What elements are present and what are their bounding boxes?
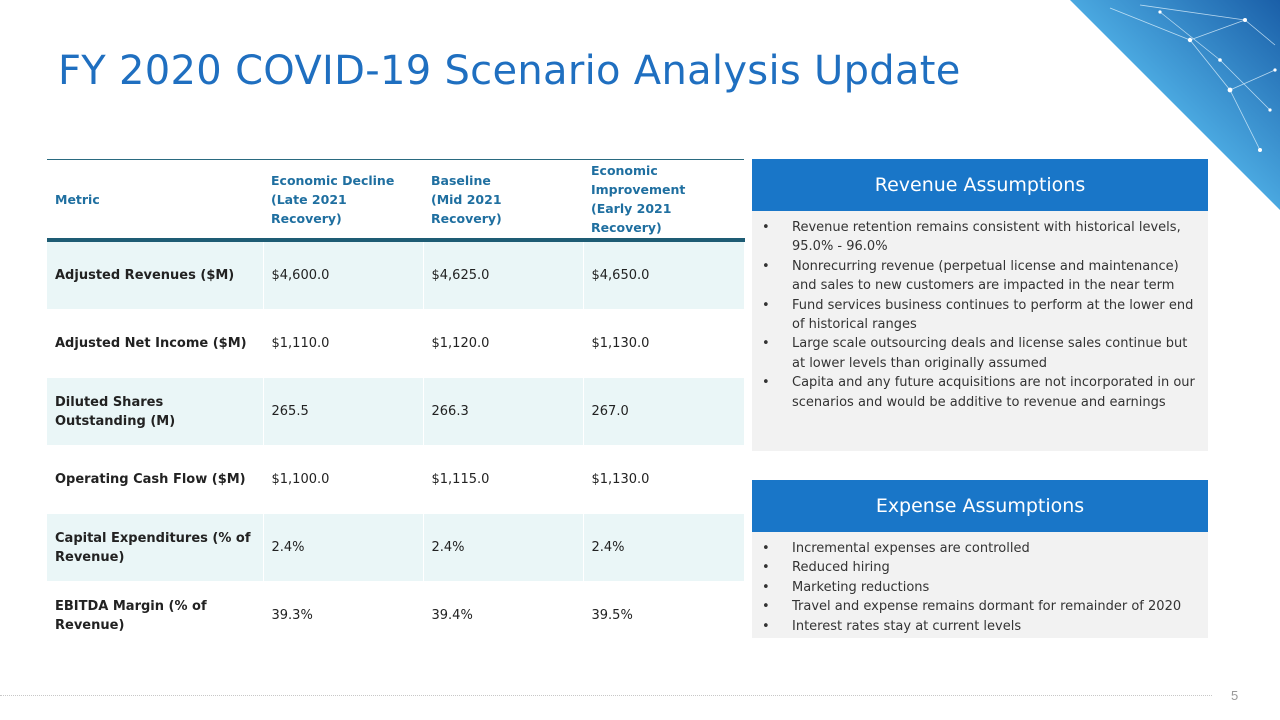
bullet-icon: • (762, 220, 770, 235)
value-cell: 267.0 (583, 377, 745, 446)
bullet-icon: • (762, 336, 770, 352)
list-item: • Revenue retention remains consistent wi… (762, 218, 1198, 257)
list-item: • Nonrecurring revenue (perpetual license… (762, 257, 1198, 296)
value-cell: $1,115.0 (423, 445, 584, 514)
column-header-baseline: Baseline (Mid 2021 Recovery) (423, 159, 583, 242)
scenario-table: Metric Economic Decline (Late 2021 Recov… (47, 159, 745, 650)
bullet-text: Incremental expenses are controlled (792, 541, 1030, 556)
value-cell: 39.3% (263, 581, 424, 650)
list-item: • Reduced hiring (762, 558, 1198, 577)
list-item: • Incremental expenses are controlled (762, 539, 1198, 558)
column-header-economic-decline: Economic Decline (Late 2021 Recovery) (263, 159, 423, 242)
expense-assumptions-title: Expense Assumptions (752, 480, 1208, 532)
bullet-text: Reduced hiring (792, 560, 890, 576)
bullet-text: Fund services business continues to perf… (792, 297, 1194, 333)
list-item: • Marketing reductions (762, 578, 1198, 597)
column-header-metric: Metric (47, 159, 263, 242)
bullet-text: Nonrecurring revenue (perpetual license … (792, 258, 1179, 294)
list-item: • Travel and expense remains dormant for … (762, 597, 1198, 616)
value-cell: 266.3 (423, 377, 584, 446)
bullet-icon: • (762, 258, 770, 274)
column-header-economic-improvement: Economic Improvement (Early 2021 Recover… (583, 159, 744, 242)
value-cell: $4,625.0 (423, 240, 584, 310)
revenue-assumptions-list: • Revenue retention remains consistent wi… (752, 211, 1208, 420)
bullet-text: Capita and any future acquisitions are n… (792, 375, 1195, 410)
list-item: • Large scale outsourcing deals and licen… (762, 334, 1198, 373)
table-header-row: Metric Economic Decline (Late 2021 Recov… (47, 159, 744, 242)
value-cell: 2.4% (423, 513, 584, 582)
value-cell: $1,130.0 (583, 445, 745, 514)
value-cell: 265.5 (263, 377, 424, 446)
bullet-text: Interest rates stay at current levels (792, 618, 1022, 634)
value-cell: $1,100.0 (263, 445, 424, 514)
value-cell: $4,600.0 (263, 240, 424, 310)
metric-cell: Adjusted Revenues ($M) (47, 240, 264, 310)
bullet-icon: • (762, 541, 770, 556)
metric-cell: Diluted Shares Outstanding (M) (47, 377, 264, 446)
expense-assumptions-list: • Incremental expenses are controlled • Re… (752, 532, 1208, 644)
bullet-text: Revenue retention remains consistent wit… (792, 220, 1181, 255)
metric-cell: EBITDA Margin (% of Revenue) (47, 581, 264, 650)
page-number: 5 (1231, 688, 1239, 703)
footer-divider (0, 695, 1212, 696)
value-cell: $1,130.0 (583, 309, 745, 378)
table-row: Diluted Shares Outstanding (M) 265.5 266… (47, 377, 745, 446)
metric-cell: Adjusted Net Income ($M) (47, 309, 264, 378)
value-cell: 39.5% (583, 581, 745, 650)
page-title: FY 2020 COVID-19 Scenario Analysis Updat… (58, 48, 961, 94)
bullet-icon: • (762, 599, 770, 615)
value-cell: $1,120.0 (423, 309, 584, 378)
table-row: Operating Cash Flow ($M) $1,100.0 $1,115… (47, 445, 745, 514)
revenue-assumptions-title: Revenue Assumptions (752, 159, 1208, 211)
metric-cell: Operating Cash Flow ($M) (47, 445, 264, 514)
expense-assumptions-panel: Expense Assumptions • Incremental expense… (752, 480, 1208, 638)
list-item: • Fund services business continues to per… (762, 296, 1198, 335)
list-item: • Capita and any future acquisitions are … (762, 373, 1198, 412)
value-cell: $4,650.0 (583, 240, 745, 310)
bullet-icon: • (762, 618, 770, 634)
bullet-icon: • (762, 560, 770, 576)
bullet-icon: • (762, 297, 770, 313)
revenue-assumptions-panel: Revenue Assumptions • Revenue retention r… (752, 159, 1208, 451)
table-row: EBITDA Margin (% of Revenue) 39.3% 39.4%… (47, 581, 745, 650)
metric-cell: Capital Expenditures (% of Revenue) (47, 513, 264, 582)
bullet-text: Large scale outsourcing deals and licens… (792, 336, 1188, 371)
value-cell: $1,110.0 (263, 309, 424, 378)
table-row: Adjusted Net Income ($M) $1,110.0 $1,120… (47, 309, 745, 378)
value-cell: 39.4% (423, 581, 584, 650)
bullet-text: Marketing reductions (792, 579, 930, 595)
bullet-text: Travel and expense remains dormant for r… (792, 599, 1182, 615)
value-cell: 2.4% (583, 513, 745, 582)
network-globe-icon (1070, 0, 1280, 210)
value-cell: 2.4% (263, 513, 424, 582)
list-item: • Interest rates stay at current levels (762, 617, 1198, 636)
bullet-icon: • (762, 579, 770, 595)
table-row: Adjusted Revenues ($M) $4,600.0 $4,625.0… (47, 240, 745, 310)
bullet-icon: • (762, 375, 770, 391)
table-row: Capital Expenditures (% of Revenue) 2.4%… (47, 513, 745, 582)
